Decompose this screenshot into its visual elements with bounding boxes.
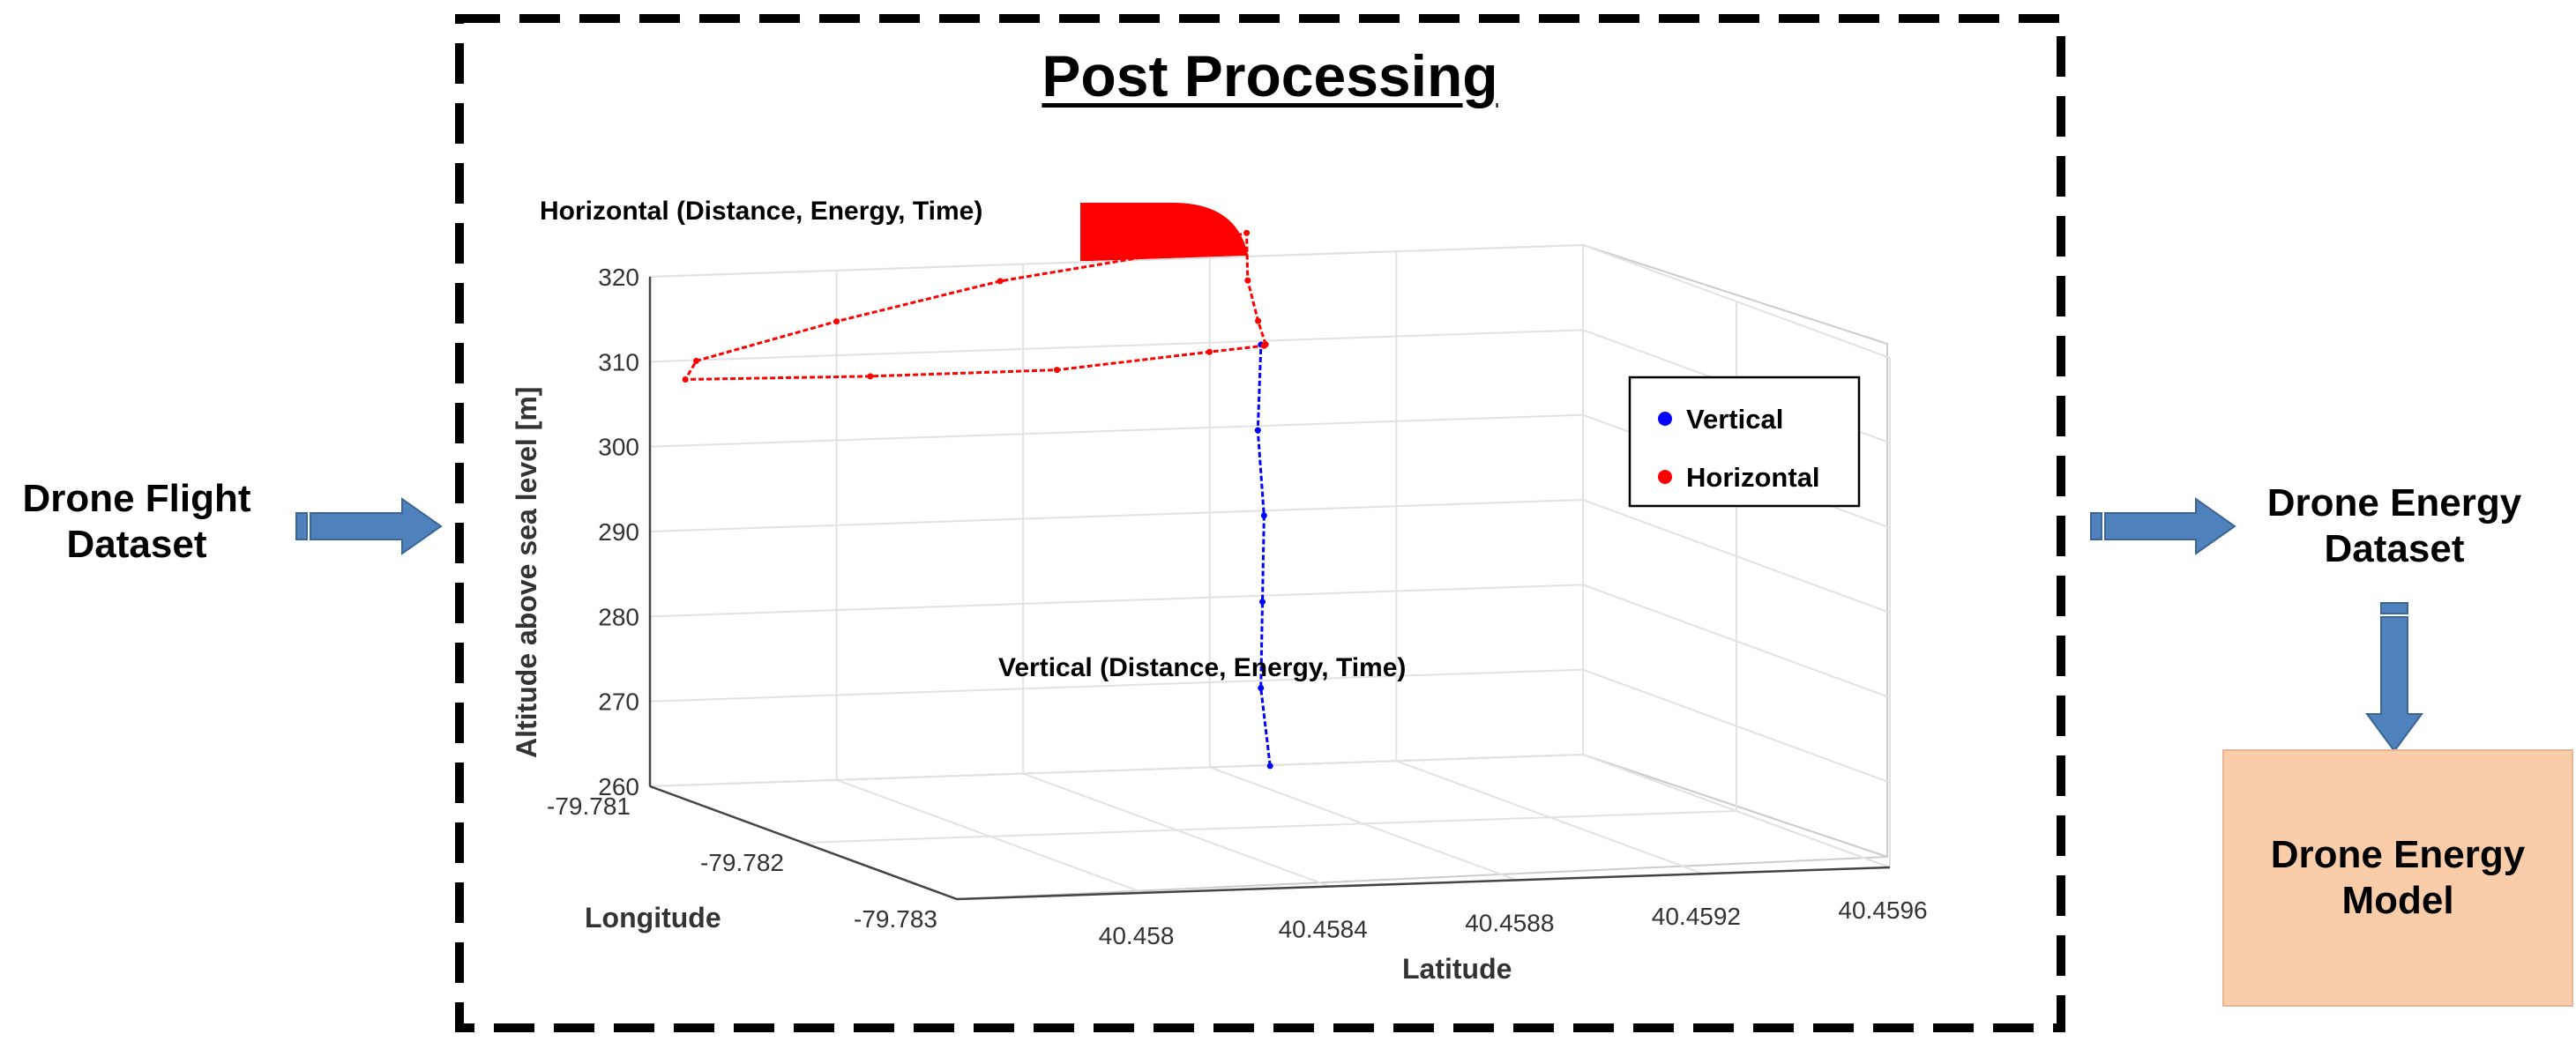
series-point-horizontal <box>1255 317 1262 324</box>
series-point-horizontal <box>1053 367 1060 374</box>
y-tick-label: -79.783 <box>854 905 937 933</box>
series-point-horizontal <box>1206 348 1213 355</box>
z-tick-label: 260 <box>598 773 639 800</box>
series-point-vertical <box>1266 763 1273 770</box>
grid-lines <box>649 244 1891 900</box>
z-tick-label: 300 <box>598 434 639 461</box>
z-gridline <box>649 329 1584 363</box>
z-gridline <box>649 413 1584 448</box>
series-layer <box>682 229 1273 770</box>
legend-marker-horizontal <box>1658 470 1672 484</box>
post-processing-frame <box>455 14 2065 1032</box>
z-tick-label: 320 <box>598 264 639 291</box>
y-gridline <box>649 754 1584 787</box>
y-axis-title: Longitude <box>585 902 721 934</box>
series-line-vertical <box>1256 344 1272 767</box>
y-gridline <box>803 810 1737 844</box>
y-axis-line <box>649 785 958 901</box>
series-point-vertical <box>1260 512 1267 519</box>
z-tick-label: 270 <box>598 688 639 716</box>
series-point-horizontal <box>682 376 689 383</box>
drone-energy-dataset-label: Drone Energy Dataset <box>2266 481 2522 570</box>
legend-label-horizontal: Horizontal <box>1686 462 1820 493</box>
series-point-horizontal <box>1153 251 1160 258</box>
series-point-horizontal <box>1243 229 1251 236</box>
series-point-vertical <box>1259 599 1266 606</box>
series-point-horizontal <box>693 357 700 364</box>
z-gridline <box>649 668 1584 703</box>
series-point-horizontal <box>1244 277 1251 284</box>
z-tick-label: 310 <box>598 348 639 376</box>
post-processing-title: Post Processing <box>1042 43 1498 108</box>
drone-energy-model-label: Drone Energy Model <box>2270 833 2526 922</box>
z-axis-title: Altitude above sea level [m] <box>511 387 542 758</box>
y-tick-label: -79.782 <box>700 849 784 876</box>
legend-label-vertical: Vertical <box>1686 404 1783 435</box>
series-point-vertical <box>1254 427 1261 434</box>
drone-flight-dataset-label: Drone Flight Dataset <box>22 477 251 566</box>
series-point-horizontal <box>867 373 874 380</box>
y-tick-label: -79.781 <box>547 792 631 820</box>
z-tick-labels: 320 310 300 290 280 270 260 <box>598 264 639 800</box>
x-tick-label: 40.4596 <box>1838 896 1927 924</box>
series-point-horizontal <box>833 318 840 325</box>
z-tick-label: 280 <box>598 603 639 630</box>
z-tick-label: 290 <box>598 518 639 546</box>
legend-marker-vertical <box>1658 412 1672 426</box>
y-tick-labels: -79.781 -79.782 -79.783 <box>547 792 937 933</box>
drone-energy-model-box: Drone Energy Model <box>2222 749 2573 1007</box>
series-point-horizontal <box>997 278 1004 285</box>
horizontal-annotation: Horizontal (Distance, Energy, Time) <box>540 197 983 226</box>
axis-lines <box>648 277 1891 901</box>
series-point-horizontal <box>1260 342 1267 349</box>
z-gridline <box>649 499 1584 532</box>
z-gridline <box>649 584 1584 618</box>
x-tick-label: 40.458 <box>1099 922 1175 949</box>
series-point-vertical <box>1258 684 1265 691</box>
x-tick-labels: 40.458 40.4584 40.4588 40.4592 40.4596 <box>1099 896 1928 949</box>
vertical-annotation: Vertical (Distance, Energy, Time) <box>998 653 1407 682</box>
x-axis-line <box>956 866 1891 901</box>
x-axis-title: Latitude <box>1402 953 1512 985</box>
model-arrow <box>2365 602 2423 753</box>
input-arrow <box>295 497 443 555</box>
x-tick-label: 40.4584 <box>1279 916 1368 943</box>
output-arrow <box>2090 497 2236 555</box>
x-tick-label: 40.4592 <box>1652 903 1741 930</box>
chart-legend: Vertical Horizontal <box>1628 376 1861 508</box>
x-tick-label: 40.4588 <box>1465 909 1554 936</box>
